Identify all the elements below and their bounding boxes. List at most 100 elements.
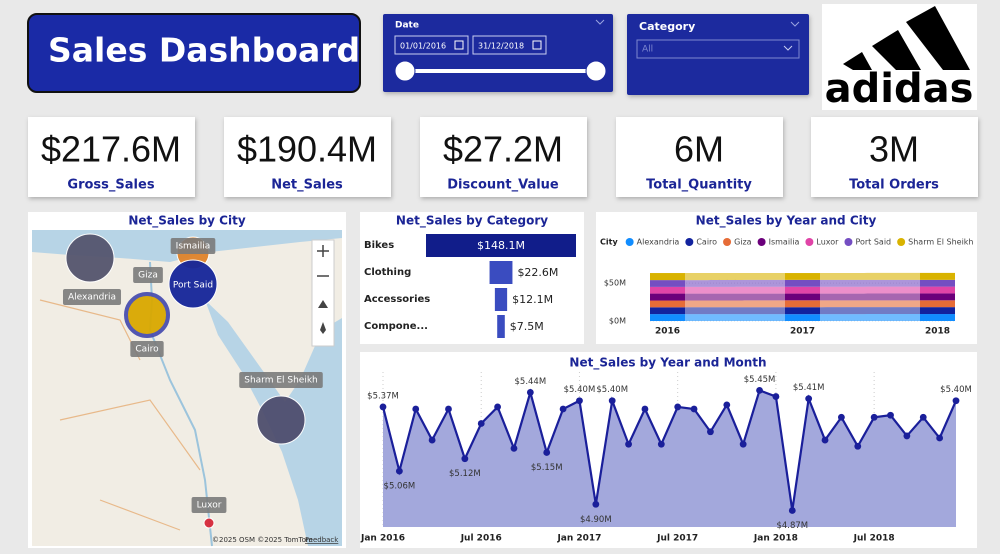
logo-stripe (843, 52, 872, 70)
zoom-controls[interactable] (311, 239, 335, 347)
kpi-card (224, 117, 391, 197)
ribbon-segment (650, 286, 685, 294)
value-label: $5.40M (596, 385, 628, 395)
x-tick-label: Jan 2018 (753, 534, 798, 544)
category-dropdown[interactable] (636, 39, 800, 59)
point (641, 405, 649, 413)
ribbon (685, 273, 785, 281)
x-tick-label: Jul 2017 (656, 534, 698, 544)
date-end: 31/12/2018 (478, 42, 524, 51)
ribbon-segment (650, 280, 685, 287)
ribbon-segment (920, 307, 955, 315)
date-end-box[interactable] (472, 35, 547, 55)
point (379, 403, 387, 411)
city-label-bg (239, 372, 323, 388)
map-feedback[interactable]: Feedback (305, 536, 339, 544)
value-label: $7.5M (510, 320, 544, 333)
city-bubble (168, 259, 218, 309)
ribbon (820, 279, 920, 287)
city-bubble (256, 395, 306, 445)
ribbon-segment (920, 279, 955, 287)
city-label-bg (170, 238, 216, 254)
ribbon-segment (650, 314, 685, 321)
title-box (27, 13, 361, 93)
funnel-bar (494, 288, 508, 311)
kpi-card (811, 117, 978, 197)
ribbon (820, 272, 920, 280)
value-label: $148.1M (477, 239, 525, 252)
legend-entry: Giza (734, 238, 752, 247)
y-tick-label: $50M (604, 279, 626, 288)
panel-title: Net_Sales by City (128, 214, 245, 229)
slider-handle[interactable] (585, 60, 607, 82)
point (903, 432, 911, 440)
kpi-value: $217.6M (41, 129, 181, 170)
kpi-label: Net_Sales (271, 178, 343, 193)
legend-entry: Alexandria (637, 238, 680, 247)
legend-dot (897, 238, 906, 246)
point (395, 467, 403, 475)
map-icons[interactable] (318, 300, 328, 334)
map-attribution: ©2025 OSM ©2025 TomTom (212, 536, 313, 544)
ribbon-segment (650, 273, 685, 281)
point (739, 440, 747, 448)
kpi-label: Discount_Value (447, 178, 559, 193)
point (756, 386, 763, 394)
value-label: $4.87M (776, 521, 808, 531)
zoom-icons[interactable] (317, 245, 329, 277)
logo-stripe (872, 30, 921, 70)
x-tick-label: Jul 2016 (460, 534, 502, 544)
ribbon-segment (785, 314, 820, 321)
x-tick-label: Jul 2018 (853, 534, 895, 544)
point (510, 444, 518, 452)
point (887, 411, 894, 419)
x-tick-label: 2017 (790, 327, 815, 337)
slider-handle[interactable] (394, 60, 416, 82)
point (674, 403, 682, 411)
city-label-bg (62, 289, 122, 305)
point (461, 455, 469, 463)
legend-title: City (600, 238, 618, 247)
city-label-bg (191, 497, 227, 513)
ribbon-segment (785, 273, 820, 280)
ribbon (820, 293, 920, 301)
logo-text: adidas (825, 66, 974, 112)
kpi-card (420, 117, 587, 197)
date-start-box[interactable] (394, 35, 469, 55)
point (919, 413, 927, 421)
value-label: $5.41M (793, 383, 825, 393)
ribbon (685, 293, 785, 301)
panel-title: Net_Sales by Category (396, 214, 548, 229)
value-label: $12.1M (512, 293, 553, 306)
value-label: $5.45M (744, 375, 776, 385)
point (608, 397, 616, 405)
ribbon (685, 279, 785, 287)
point (805, 395, 813, 403)
city-label: Giza (138, 271, 158, 281)
point (936, 434, 944, 442)
ribbon-segment (650, 293, 685, 301)
ribbon (685, 307, 785, 315)
funnel-bar (489, 261, 513, 284)
ribbon-segment (920, 293, 955, 301)
kpi-value: $190.4M (237, 129, 377, 170)
area (383, 390, 956, 527)
value-label: $5.44M (515, 377, 547, 387)
y-tick-label: $0M (609, 317, 626, 326)
category-label: Category (639, 20, 695, 33)
value-label: $5.15M (531, 463, 563, 473)
legend-dot (844, 238, 853, 246)
ribbon-segment (650, 307, 685, 315)
city-label: Ismailia (176, 242, 211, 252)
city-bubble (65, 233, 115, 283)
kpi-value: 3M (869, 129, 919, 170)
legend-entry: Port Said (855, 238, 891, 247)
ribbon-segment (920, 286, 955, 294)
city-label: Cairo (135, 345, 159, 355)
value-label: $5.37M (367, 391, 399, 401)
chevron (790, 21, 800, 27)
panel-title: Net_Sales by Year and Month (569, 356, 766, 371)
